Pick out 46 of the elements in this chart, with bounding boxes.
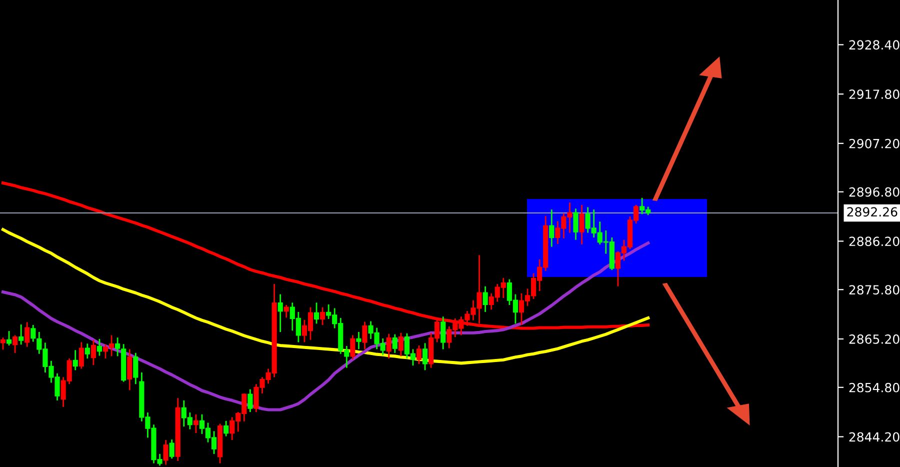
y-tick-label: 2854.80 (849, 382, 900, 392)
y-tick-label: 2907.20 (849, 138, 900, 148)
candlestick (224, 420, 229, 437)
candlestick (416, 344, 422, 365)
line-series (1, 228, 650, 365)
candlestick (392, 334, 398, 354)
candlestick (440, 316, 446, 350)
candlestick (350, 334, 356, 360)
candlestick (96, 338, 102, 356)
candlestick (78, 342, 84, 370)
candlestick (12, 334, 18, 354)
candlestick (362, 321, 368, 350)
candlestick (248, 388, 253, 413)
candlestick (6, 330, 12, 346)
candlestick (579, 204, 584, 246)
candlestick (284, 304, 289, 318)
candlestick (169, 438, 174, 460)
y-tick-label: 2844.20 (849, 432, 900, 442)
candlestick (386, 333, 392, 360)
candlestick (549, 208, 554, 248)
candlestick (356, 331, 362, 350)
y-tick-label: 2917.80 (849, 90, 900, 99)
candlestick (320, 306, 326, 326)
ref-line-label: 2892.26 (847, 207, 898, 217)
candlestick (398, 332, 404, 357)
y-tick-label: 2865.20 (849, 334, 900, 344)
candlestick (90, 339, 96, 366)
y-tick-label: 2875.80 (849, 285, 900, 295)
candlestick (163, 439, 168, 466)
candlestick (193, 414, 198, 434)
candlestick (422, 342, 428, 371)
candlestick (314, 302, 320, 324)
candlestick (127, 348, 132, 391)
candlestick (482, 286, 488, 313)
candlestick (278, 294, 283, 333)
candlestick (84, 342, 90, 360)
candlestick (72, 349, 78, 371)
candlestick (133, 352, 138, 385)
candlestick (0, 336, 6, 350)
y-tick-label: 2886.20 (849, 236, 900, 246)
y-tick-label: 2896.80 (849, 187, 900, 197)
candlestick (573, 208, 578, 240)
y-tick-label: 2928.40 (849, 40, 900, 50)
candlestick (24, 322, 30, 348)
candlestick (18, 324, 24, 346)
candlestick (30, 324, 36, 342)
